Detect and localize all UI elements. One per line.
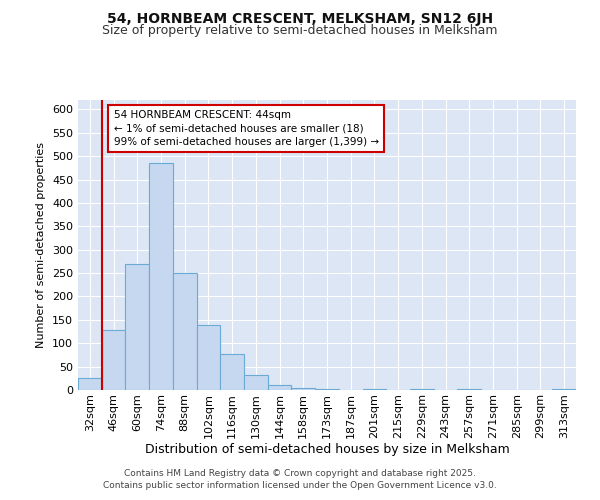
Bar [220,354,244,390]
Text: Contains HM Land Registry data © Crown copyright and database right 2025.
Contai: Contains HM Land Registry data © Crown c… [103,468,497,490]
Bar [149,163,173,390]
X-axis label: Distribution of semi-detached houses by size in Melksham: Distribution of semi-detached houses by … [145,444,509,456]
Bar [197,324,220,390]
Bar [552,389,576,390]
Bar [362,389,386,390]
Bar [102,330,125,390]
Text: 54 HORNBEAM CRESCENT: 44sqm
← 1% of semi-detached houses are smaller (18)
99% of: 54 HORNBEAM CRESCENT: 44sqm ← 1% of semi… [113,110,379,146]
Bar [173,273,197,390]
Bar [78,378,102,390]
Bar [244,375,268,390]
Bar [292,388,315,390]
Y-axis label: Number of semi-detached properties: Number of semi-detached properties [37,142,46,348]
Bar [410,389,434,390]
Bar [457,389,481,390]
Bar [125,264,149,390]
Bar [315,389,339,390]
Bar [268,386,292,390]
Text: 54, HORNBEAM CRESCENT, MELKSHAM, SN12 6JH: 54, HORNBEAM CRESCENT, MELKSHAM, SN12 6J… [107,12,493,26]
Text: Size of property relative to semi-detached houses in Melksham: Size of property relative to semi-detach… [102,24,498,37]
